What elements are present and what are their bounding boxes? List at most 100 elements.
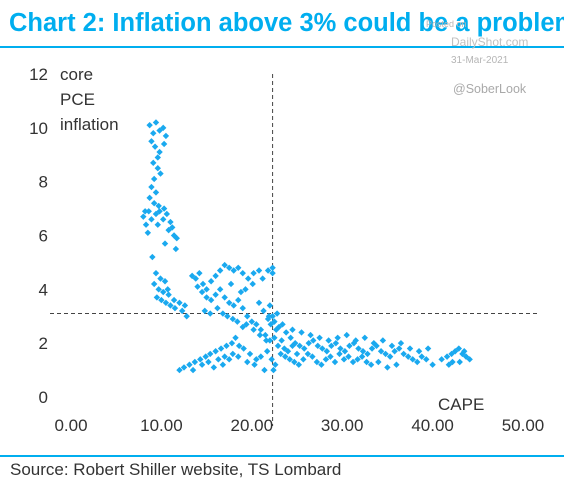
data-point [277, 350, 284, 358]
data-point [230, 267, 237, 274]
data-point [328, 342, 335, 350]
data-point [196, 269, 203, 277]
data-point [393, 361, 400, 368]
data-point [221, 294, 228, 301]
data-point [438, 356, 445, 363]
data-point [167, 218, 174, 226]
data-point [349, 358, 357, 366]
data-point [289, 342, 296, 350]
data-point [455, 345, 463, 352]
data-point [249, 280, 256, 288]
data-point [194, 283, 201, 290]
data-point [150, 159, 157, 167]
data-point [257, 353, 265, 360]
data-point [251, 361, 258, 368]
data-point [189, 366, 197, 374]
data-point [424, 345, 432, 352]
data-point [307, 331, 314, 339]
data-point [415, 348, 423, 355]
data-point [202, 353, 209, 360]
data-point [456, 358, 463, 366]
data-point [269, 313, 276, 320]
data-point [248, 318, 255, 325]
data-point [180, 364, 188, 371]
data-point [176, 366, 183, 374]
data-point [443, 353, 451, 360]
data-point [386, 353, 394, 360]
y-tick-label: 6 [39, 227, 48, 246]
data-point [305, 339, 312, 347]
data-point [203, 286, 210, 293]
title-rule [0, 46, 564, 48]
data-point [161, 278, 169, 285]
data-point [336, 350, 343, 358]
data-point [397, 339, 405, 347]
data-point [154, 165, 161, 172]
data-point [201, 307, 208, 315]
data-point [167, 302, 174, 309]
data-point [266, 302, 274, 309]
data-point [160, 140, 168, 148]
data-point [354, 356, 361, 363]
data-point [284, 348, 292, 355]
data-point [255, 267, 263, 274]
data-point [340, 356, 348, 363]
data-point [198, 288, 206, 296]
data-point [235, 342, 243, 350]
data-point [160, 124, 167, 132]
data-point [207, 350, 214, 358]
data-point [237, 288, 245, 296]
data-point [246, 350, 254, 358]
data-point [379, 337, 387, 344]
data-points [140, 119, 473, 374]
data-point [244, 313, 251, 320]
data-point [243, 321, 250, 328]
data-point [388, 342, 396, 350]
data-point [160, 205, 168, 212]
data-point [318, 361, 325, 368]
data-point [181, 302, 189, 309]
data-point [219, 361, 227, 368]
y-tick-label: 4 [39, 280, 48, 299]
data-point [192, 275, 199, 282]
data-point [257, 326, 265, 333]
data-point [250, 269, 257, 277]
data-point [170, 232, 178, 239]
data-point [319, 345, 326, 352]
data-point [161, 240, 169, 247]
data-point [156, 148, 163, 156]
data-point [212, 272, 219, 280]
data-point [377, 348, 385, 355]
data-point [186, 361, 193, 368]
data-point [164, 286, 171, 293]
data-point [262, 331, 269, 339]
data-point [207, 278, 215, 285]
data-point [223, 342, 230, 350]
data-point [228, 339, 236, 347]
y-tick-label: 8 [39, 173, 48, 192]
data-point [169, 224, 176, 231]
data-point [156, 208, 163, 215]
data-point [152, 269, 160, 277]
data-point [346, 342, 353, 350]
data-point [323, 348, 331, 355]
data-point [144, 229, 152, 237]
y-tick-label: 12 [29, 65, 48, 84]
data-point [244, 275, 252, 282]
data-point [418, 353, 425, 360]
data-point [165, 291, 172, 298]
footer-rule [0, 455, 564, 457]
data-point [259, 275, 266, 282]
x-axis-ticks: 0.00 10.00 20.00 30.00 40.00 50.00 [54, 416, 544, 435]
data-point [395, 345, 403, 352]
data-point [298, 329, 305, 336]
data-point [219, 310, 227, 317]
data-point [445, 361, 453, 368]
data-point [273, 326, 280, 333]
data-point [300, 356, 307, 363]
data-point [253, 321, 260, 328]
data-point [322, 356, 330, 363]
y-tick-label: 2 [39, 334, 48, 353]
data-point [282, 353, 289, 360]
